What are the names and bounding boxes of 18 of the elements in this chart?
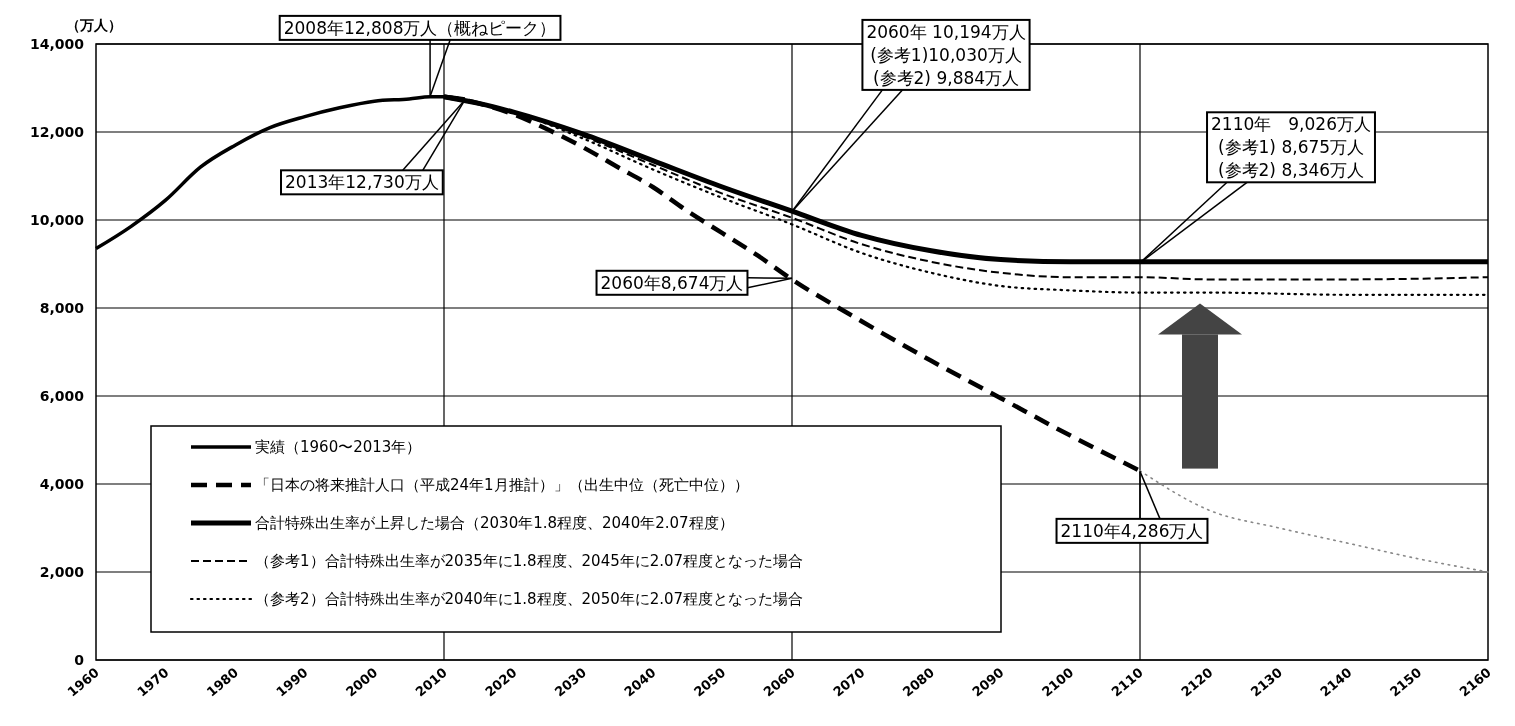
y-tick-label: 4,000: [39, 476, 85, 492]
y-tick-label: 0: [74, 652, 85, 668]
annotation: 2060年8,674万人: [600, 272, 744, 293]
y-tick-label: 2,000: [39, 564, 85, 580]
annotation: 2013年12,730万人: [285, 172, 439, 193]
y-axis-title: （万人）: [66, 17, 122, 33]
y-tick-label: 6,000: [39, 388, 85, 404]
y-tick-label: 10,000: [29, 212, 85, 228]
y-tick-label: 12,000: [29, 124, 85, 140]
legend-label: 合計特殊出生率が上昇した場合（2030年1.8程度、2040年2.07程度）: [255, 514, 734, 532]
legend-label: （参考1）合計特殊出生率が2035年に1.8程度、2045年に2.07程度となった場合: [255, 552, 804, 570]
y-tick-label: 8,000: [39, 300, 85, 316]
legend-label: （参考2）合計特殊出生率が2040年に1.8程度、2050年に2.07程度となった場合: [255, 590, 804, 608]
annotation: 2008年12,808万人（概ねピーク）: [283, 17, 557, 38]
annotation: 2110年4,286万人: [1060, 520, 1204, 541]
y-tick-label: 14,000: [29, 36, 85, 52]
legend-label: 実績（1960〜2013年）: [255, 438, 422, 456]
legend-label: 「日本の将来推計人口（平成24年1月推計）」（出生中位（死亡中位））: [255, 476, 749, 494]
